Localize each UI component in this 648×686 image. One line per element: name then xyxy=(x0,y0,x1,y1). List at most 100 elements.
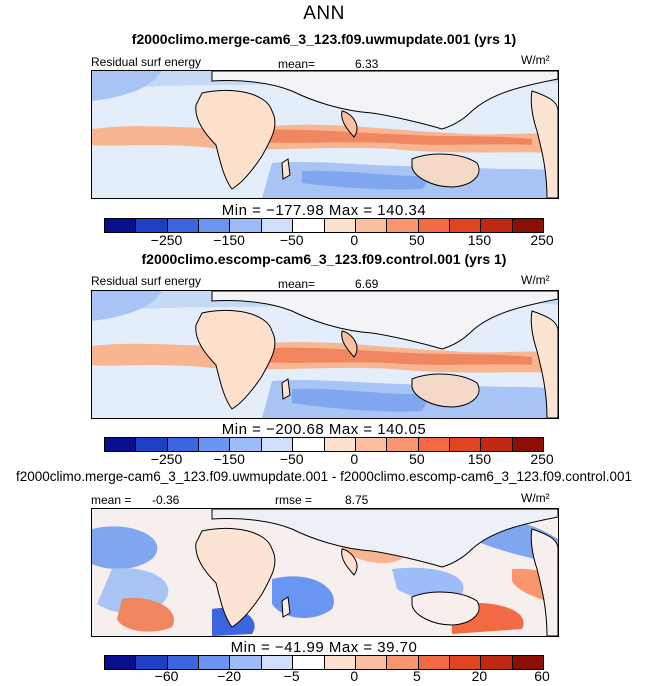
tick: −60 xyxy=(154,668,179,684)
p2-madagascar xyxy=(281,378,291,400)
panel1-colorbar xyxy=(104,218,544,233)
p1-america xyxy=(530,90,558,198)
p3-america xyxy=(530,528,558,636)
colorbar-swatch xyxy=(512,656,544,669)
p3-blue-patch-d xyxy=(392,567,464,600)
p3-africa xyxy=(195,527,276,628)
p3-australia xyxy=(411,591,480,626)
p1-eurasia xyxy=(211,71,558,130)
tick: 250 xyxy=(530,451,554,467)
panel2-colorbar xyxy=(104,437,544,452)
tick: 0 xyxy=(350,668,359,684)
colorbar-swatch xyxy=(449,438,482,451)
colorbar-swatch xyxy=(387,219,419,232)
panel3-mean-value: -0.36 xyxy=(152,493,180,507)
panel1-units: W/m² xyxy=(521,53,550,67)
panel3-map xyxy=(91,508,559,637)
panel3-rmse-label: rmse = xyxy=(275,493,313,507)
colorbar-swatch xyxy=(199,438,231,451)
colorbar-swatch xyxy=(355,219,388,232)
tick: −5 xyxy=(283,668,300,684)
panel1-colorbar-ticks: −250 −150 −50 0 50 150 250 xyxy=(104,232,554,250)
colorbar-swatch xyxy=(418,219,450,232)
colorbar-swatch xyxy=(355,438,388,451)
panel3-colorbar xyxy=(104,655,544,670)
colorbar-swatch xyxy=(418,438,450,451)
panel2-map xyxy=(91,290,559,419)
p2-south-blue-deep xyxy=(292,388,432,412)
tick: −150 xyxy=(213,451,245,467)
colorbar-swatch xyxy=(167,438,200,451)
panel1-minmax: Min = −177.98 Max = 140.34 xyxy=(221,202,427,219)
p2-africa xyxy=(195,309,276,410)
colorbar-swatch xyxy=(387,656,419,669)
tick: −50 xyxy=(279,451,304,467)
p2-warm-core xyxy=(252,347,532,365)
colorbar-swatch xyxy=(324,438,356,451)
tick: −50 xyxy=(279,232,304,248)
colorbar-swatch xyxy=(293,438,325,451)
panel2-minmax: Min = −200.68 Max = 140.05 xyxy=(221,421,427,438)
panel1-case-title: f2000climo.merge-cam6_3_123.f09.uwmupdat… xyxy=(131,31,517,47)
main-title: ANN xyxy=(303,3,345,24)
colorbar-swatch xyxy=(449,656,482,669)
colorbar-swatch xyxy=(230,219,262,232)
p2-america xyxy=(530,310,558,418)
colorbar-swatch xyxy=(293,656,325,669)
colorbar-swatch xyxy=(449,219,482,232)
panel3-rmse-value: 8.75 xyxy=(345,493,369,507)
p3-eurasia xyxy=(211,509,558,568)
colorbar-swatch xyxy=(293,219,325,232)
panel2-mean-value: 6.69 xyxy=(355,277,379,291)
colorbar-swatch xyxy=(418,656,450,669)
p1-nw-blue xyxy=(92,71,162,101)
panel1-mean-value: 6.33 xyxy=(355,57,379,71)
colorbar-swatch xyxy=(481,438,513,451)
panel3-minmax: Min = −41.99 Max = 39.70 xyxy=(230,639,418,656)
colorbar-swatch xyxy=(105,219,137,232)
colorbar-swatch xyxy=(199,219,231,232)
p3-madagascar xyxy=(281,596,291,618)
colorbar-swatch xyxy=(136,656,168,669)
colorbar-swatch xyxy=(355,656,388,669)
panel2-mean-label: mean= xyxy=(278,277,316,291)
panel1-mean-label: mean= xyxy=(278,57,316,71)
panel2-variable-label: Residual surf energy xyxy=(91,274,202,288)
tick: 0 xyxy=(350,451,359,467)
colorbar-swatch xyxy=(105,438,137,451)
p1-india xyxy=(341,110,358,138)
p2-australia xyxy=(411,373,480,408)
colorbar-swatch xyxy=(512,438,544,451)
p1-madagascar xyxy=(281,158,291,180)
p1-australia xyxy=(411,153,480,188)
tick: 5 xyxy=(412,668,421,684)
panel3-units: W/m² xyxy=(521,491,550,505)
tick: −150 xyxy=(213,232,245,248)
tick: −20 xyxy=(217,668,242,684)
colorbar-swatch xyxy=(230,438,262,451)
tick: −250 xyxy=(150,451,183,467)
colorbar-swatch xyxy=(105,656,137,669)
colorbar-swatch xyxy=(167,219,200,232)
p1-africa xyxy=(195,89,276,190)
panel3-mean-label: mean = xyxy=(91,493,132,507)
tick: 250 xyxy=(530,232,554,248)
p2-nw-blue xyxy=(92,291,162,321)
p3-india xyxy=(341,548,358,576)
tick: 20 xyxy=(471,668,488,684)
colorbar-swatch xyxy=(481,219,513,232)
tick: 50 xyxy=(409,451,425,467)
colorbar-swatch xyxy=(324,656,356,669)
colorbar-swatch xyxy=(136,219,168,232)
colorbar-swatch xyxy=(481,656,513,669)
p1-south-blue-deep xyxy=(302,170,432,190)
colorbar-swatch xyxy=(512,219,544,232)
colorbar-swatch xyxy=(136,438,168,451)
colorbar-swatch xyxy=(167,656,200,669)
p2-eurasia xyxy=(211,291,558,350)
tick: 150 xyxy=(467,232,492,248)
panel2-units: W/m² xyxy=(521,273,550,287)
colorbar-swatch xyxy=(261,656,294,669)
panel1-map xyxy=(91,70,559,199)
panel1-variable-label: Residual surf energy xyxy=(91,55,202,69)
